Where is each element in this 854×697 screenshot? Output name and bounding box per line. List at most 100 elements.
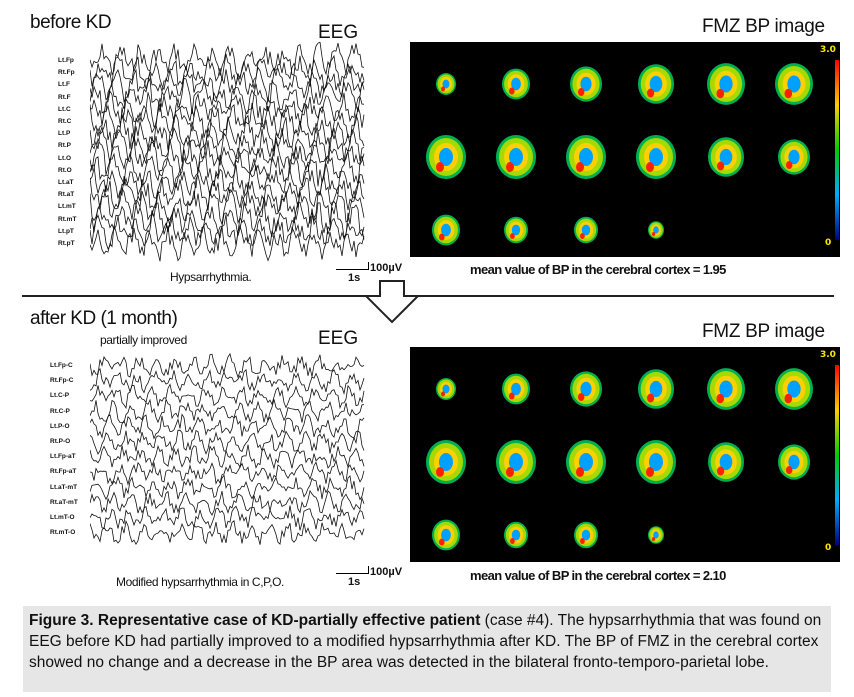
eeg-trace-panel-top: Lt.Fp Rt.Fp Lt.F Rt.F Lt.C Rt.C Lt.P Rt.P Lt.O Rt… (58, 42, 368, 264)
brain-slice (636, 440, 676, 484)
scalebar-bottom: 1s (334, 566, 374, 592)
scale-max-bottom: 3.0 (820, 350, 836, 360)
eeg-channel-label: Lt.aT-mT (50, 483, 78, 491)
brain-slice (707, 63, 745, 105)
eeg-channel-label: Lt.C-P (50, 392, 70, 400)
eeg-channel-label: Rt.F (58, 93, 71, 101)
brain-slice (707, 368, 745, 410)
eeg-trace (90, 413, 365, 440)
brain-slice (775, 63, 813, 105)
eeg-trace (90, 53, 365, 91)
brain-slice (648, 526, 664, 544)
brain-slice (566, 440, 606, 484)
brain-slice (574, 216, 598, 244)
bp-value-bottom: mean value of BP in the cerebral cortex … (470, 568, 726, 583)
brain-slice (574, 521, 598, 549)
eeg-trace (90, 459, 365, 486)
colorbar-top (835, 60, 839, 240)
brain-slice (636, 135, 676, 179)
fmz-bp-image-top: 3.0 0 (410, 42, 840, 257)
brain-slice (426, 135, 466, 179)
brain-slices-top (426, 63, 813, 246)
eeg-trace (90, 77, 365, 115)
eeg-trace (90, 367, 365, 395)
eeg-channel-label: Rt.pT (58, 240, 75, 247)
eeg-trace (90, 352, 365, 379)
eeg-channel-label: Lt.Fp (58, 57, 74, 64)
eeg-channel-label: Lt.O (58, 154, 71, 162)
scale-volt-bottom: 100µV (370, 566, 403, 578)
eeg-channel-label: Rt.C-P (50, 407, 70, 415)
brain-slice (570, 371, 602, 407)
eeg-channel-label: Rt.P-O (50, 438, 71, 445)
brain-slice (638, 64, 674, 104)
scale-time-bottom: 1s (348, 576, 361, 588)
eeg-channel-label: Lt.mT-O (50, 514, 75, 521)
eeg-channel-label: Lt.C (58, 105, 71, 113)
eeg-trace (90, 102, 365, 139)
eeg-channel-label: Rt.Fp (58, 69, 75, 77)
brain-slice (426, 440, 466, 484)
before-kd-title: before KD (30, 12, 112, 33)
eeg-trace (90, 444, 365, 470)
caption-title: Figure 3. Representative case of KD-part… (29, 612, 481, 629)
eeg-trace (90, 125, 365, 164)
scale-min-bottom: 0 (825, 543, 832, 553)
eeg-channel-label: Rt.P (58, 142, 71, 150)
brain-slice (708, 442, 744, 482)
after-kd-title: after KD (1 month) (30, 308, 178, 329)
partially-improved-label: partially improved (100, 333, 187, 347)
eeg-trace (90, 383, 365, 410)
caption-body: . The hypsarrhythmia that was found on E… (29, 612, 822, 671)
eeg-trace (90, 474, 365, 501)
eeg-trace (90, 224, 365, 262)
eeg-channel-label: Lt.P-O (50, 422, 70, 430)
brain-slice (496, 440, 536, 484)
brain-slice (502, 373, 530, 405)
brain-slice (504, 521, 528, 549)
eeg-trace (90, 113, 365, 152)
brain-slice (648, 221, 664, 239)
eeg-caption-bottom: Modified hypsarrhythmia in C,P,O. (116, 575, 284, 589)
eeg-trace-panel-bottom: Lt.Fp-C Rt.Fp-C Lt.C-P Rt.C-P Lt.P-O Rt.P-O Lt… (50, 352, 368, 566)
eeg-trace (90, 174, 365, 213)
eeg-waveform-bottom (90, 352, 365, 546)
scale-time-top: 1s (348, 272, 361, 284)
eeg-trace (90, 519, 365, 546)
brain-slice (436, 73, 456, 95)
eeg-trace (90, 137, 365, 177)
eeg-channel-label: Lt.pT (58, 227, 74, 235)
eeg-trace (90, 163, 365, 199)
brain-slice (502, 68, 530, 100)
scale-min-top: 0 (825, 238, 832, 248)
eeg-channel-label: Rt.aT (58, 191, 75, 199)
fmz-bp-image-bottom: 3.0 0 (410, 347, 840, 562)
brain-slice (778, 444, 810, 480)
figure-caption: Figure 3. Representative case of KD-part… (23, 606, 831, 692)
eeg-trace (90, 397, 365, 424)
eeg-caption-top: Hypsarrhythmia. (170, 270, 252, 284)
eeg-trace (90, 429, 365, 455)
scale-max-top: 3.0 (820, 45, 836, 55)
brain-slice (638, 369, 674, 409)
brain-slice (432, 214, 460, 246)
eeg-title-bottom: EEG (318, 328, 359, 349)
eeg-waveform-top (90, 42, 365, 262)
fmz-title-top: FMZ BP image (702, 16, 825, 37)
brain-slice (570, 66, 602, 102)
scalebar-top: 1s (334, 262, 374, 288)
brain-slice (496, 135, 536, 179)
channel-labels-top: Lt.Fp Rt.Fp Lt.F Rt.F Lt.C Rt.C Lt.P Rt.P Lt.O Rt… (58, 42, 90, 264)
eeg-trace (90, 65, 365, 103)
eeg-channel-label: Rt.mT (58, 215, 77, 223)
brain-slices-bottom (426, 368, 813, 551)
bp-value-top: mean value of BP in the cerebral cortex … (470, 262, 726, 277)
brain-slice (436, 378, 456, 400)
eeg-channel-label: Lt.Fp-aT (50, 453, 76, 461)
scale-volt-top: 100µV (370, 262, 403, 274)
eeg-trace (90, 187, 365, 225)
eeg-channel-label: Lt.mT (58, 203, 76, 211)
eeg-channel-label: Rt.mT-O (50, 529, 76, 537)
eeg-title-top: EEG (318, 22, 359, 43)
brain-slice (432, 519, 460, 551)
